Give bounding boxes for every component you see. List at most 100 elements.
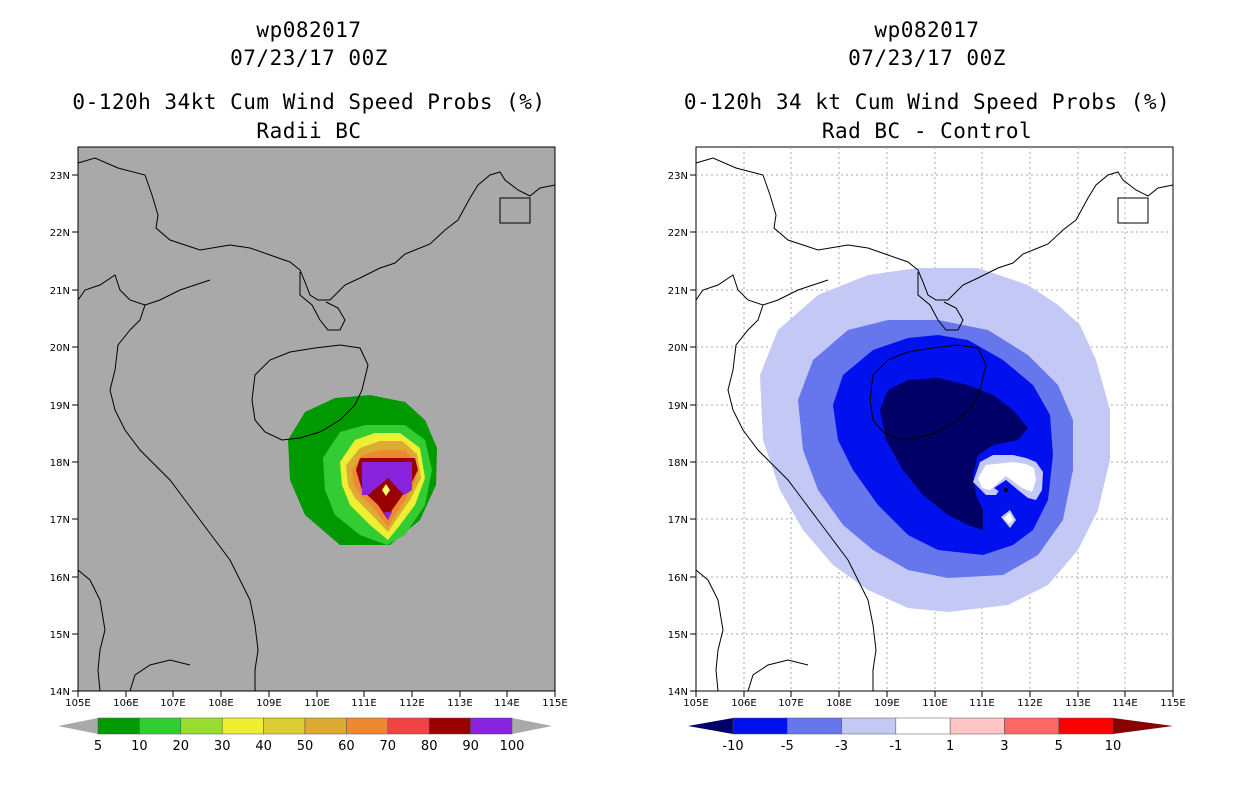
lon-label-106: 106E: [113, 691, 139, 709]
svg-text:21N: 21N: [668, 286, 688, 297]
right-panel: wp082017 07/23/17 00Z 0-120h 34 kt Cum W…: [618, 0, 1236, 800]
lat-label-14: 14N: [50, 687, 78, 698]
lat-label-18: 18N: [50, 458, 78, 469]
lat-ticks: 23N 22N 21N 20N 19N 18N 17N 16N 15N 14N: [668, 171, 696, 698]
lon-label-105: 105E: [65, 691, 91, 709]
lon-label-115: 115E: [542, 691, 568, 709]
colorbar-swatch: [180, 717, 223, 735]
lon-label-113: 113E: [447, 691, 473, 709]
svg-text:107E: 107E: [160, 698, 185, 709]
colorbar-swatch: [139, 717, 182, 735]
svg-text:109E: 109E: [874, 698, 899, 709]
svg-text:113E: 113E: [447, 698, 472, 709]
colorbar-over-arrow: [512, 718, 552, 734]
svg-text:18N: 18N: [668, 458, 688, 469]
colorbar-swatch: [732, 717, 788, 735]
colorbar-swatch: [787, 717, 842, 735]
svg-text:14N: 14N: [50, 687, 70, 698]
lat-label-18: 18N: [668, 458, 696, 469]
lon-label-111: 111E: [969, 691, 995, 709]
right-colorbar: -10 -5 -3 -1 1 3 5 10: [688, 717, 1173, 754]
colorbar-swatch: [1004, 717, 1059, 735]
coastline: [77, 157, 556, 692]
svg-text:16N: 16N: [668, 573, 688, 584]
svg-text:107E: 107E: [778, 698, 803, 709]
colorbar-swatch: [895, 717, 951, 735]
lon-label-114: 114E: [494, 691, 520, 709]
lon-label-109: 109E: [874, 691, 900, 709]
lat-label-20: 20N: [668, 343, 696, 354]
svg-text:21N: 21N: [50, 286, 70, 297]
svg-text:19N: 19N: [668, 401, 688, 412]
lon-ticks: 105E 106E 107E 108E 109E 110E 111E 112E …: [683, 691, 1186, 709]
svg-text:110E: 110E: [304, 698, 329, 709]
left-colorbar: 5 10 20 30 40 50 60 70 80 90 100: [58, 717, 552, 754]
storm-center-marker: [1004, 488, 1008, 492]
svg-text:112E: 112E: [1017, 698, 1042, 709]
svg-text:106E: 106E: [731, 698, 756, 709]
svg-text:115E: 115E: [542, 698, 567, 709]
colorbar-swatch: [949, 717, 1005, 735]
svg-text:115E: 115E: [1160, 698, 1185, 709]
storm-id-title: wp082017: [874, 18, 980, 42]
svg-text:20N: 20N: [50, 343, 70, 354]
lat-label-16: 16N: [50, 573, 78, 584]
lat-label-19: 19N: [50, 401, 78, 412]
lat-label-20: 20N: [50, 343, 78, 354]
right-map: 23N 22N 21N 20N 19N 18N 17N 16N 15N 14N …: [668, 146, 1186, 754]
colorbar-label: 40: [255, 739, 272, 754]
svg-text:14N: 14N: [668, 687, 688, 698]
colorbar-swatch: [346, 717, 389, 735]
svg-text:23N: 23N: [668, 171, 688, 182]
lat-label-17: 17N: [50, 515, 78, 526]
subtitle: Rad BC - Control: [821, 119, 1033, 143]
lat-label-16: 16N: [668, 573, 696, 584]
colorbar-label: 100: [500, 739, 525, 754]
svg-text:110E: 110E: [922, 698, 947, 709]
colorbar-swatch: [470, 717, 513, 735]
colorbar-over-arrow: [1113, 718, 1173, 734]
colorbar-label: 90: [462, 739, 479, 754]
lat-label-22: 22N: [668, 228, 696, 239]
colorbar-label: -1: [889, 739, 902, 754]
colorbar-label: 10: [1105, 739, 1122, 754]
lat-label-23: 23N: [668, 171, 696, 182]
colorbar-label: 70: [380, 739, 397, 754]
svg-text:16N: 16N: [50, 573, 70, 584]
svg-text:15N: 15N: [50, 630, 70, 641]
svg-text:22N: 22N: [668, 228, 688, 239]
colorbar-label: 50: [297, 739, 314, 754]
difference-contours: [760, 268, 1110, 612]
lat-label-14: 14N: [668, 687, 696, 698]
colorbar-swatch: [387, 717, 430, 735]
colorbar-label: -10: [722, 739, 743, 754]
lon-label-110: 110E: [922, 691, 948, 709]
colorbar-label: 5: [1055, 739, 1063, 754]
svg-text:23N: 23N: [50, 171, 70, 182]
product-title: 0-120h 34kt Cum Wind Speed Probs (%): [72, 90, 546, 114]
svg-text:111E: 111E: [969, 698, 994, 709]
lat-label-19: 19N: [668, 401, 696, 412]
colorbar-label: 3: [1000, 739, 1008, 754]
lon-label-110: 110E: [304, 691, 330, 709]
lon-label-112: 112E: [1017, 691, 1043, 709]
svg-text:20N: 20N: [668, 343, 688, 354]
lat-label-21: 21N: [668, 286, 696, 297]
svg-text:106E: 106E: [113, 698, 138, 709]
svg-text:114E: 114E: [1112, 698, 1137, 709]
subtitle: Radii BC: [256, 119, 362, 143]
svg-text:105E: 105E: [65, 698, 90, 709]
lat-ticks: 23N 22N 21N 20N 19N 18N 17N 16N 15N 14N: [50, 171, 78, 698]
svg-text:108E: 108E: [208, 698, 233, 709]
storm-id-title: wp082017: [256, 18, 362, 42]
product-title: 0-120h 34 kt Cum Wind Speed Probs (%): [683, 90, 1171, 114]
svg-text:108E: 108E: [826, 698, 851, 709]
svg-text:112E: 112E: [399, 698, 424, 709]
svg-text:105E: 105E: [683, 698, 708, 709]
lat-label-15: 15N: [668, 630, 696, 641]
colorbar-swatch: [428, 717, 471, 735]
colorbar-label: 5: [94, 739, 102, 754]
svg-text:19N: 19N: [50, 401, 70, 412]
colorbar-label: -5: [781, 739, 794, 754]
colorbar-label: 80: [421, 739, 438, 754]
